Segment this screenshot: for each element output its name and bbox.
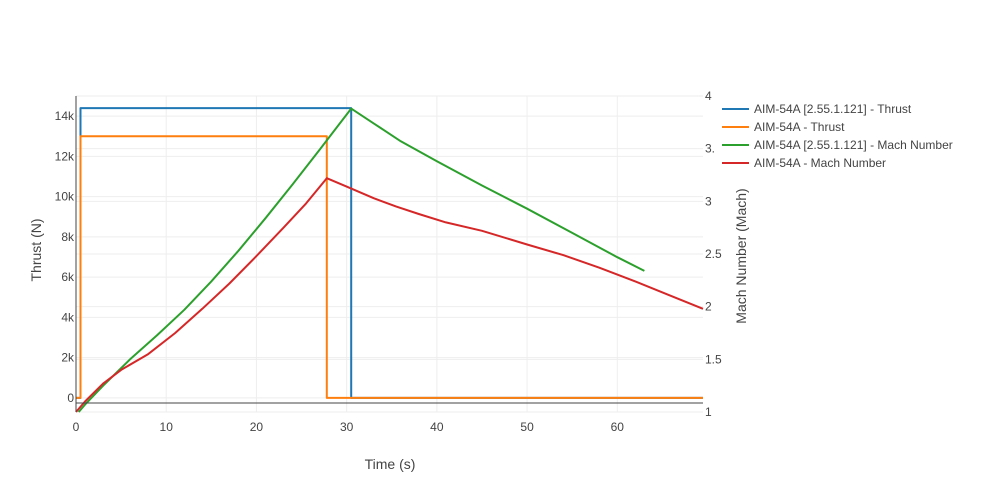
legend-item-1[interactable]: AIM-54A [2.55.1.121] - Thrust — [722, 102, 912, 116]
legend-item-4[interactable]: AIM-54A - Mach Number — [722, 156, 886, 170]
y-tick-label: 0 — [67, 391, 74, 405]
x-tick-label: 40 — [430, 420, 444, 434]
legend[interactable]: AIM-54A [2.55.1.121] - Thrust AIM-54A - T… — [722, 102, 953, 170]
y-axis-title: Thrust (N) — [28, 219, 44, 282]
y-tick-label: 8k — [61, 230, 75, 244]
legend-label: AIM-54A [2.55.1.121] - Thrust — [754, 102, 912, 116]
x-tick-label: 60 — [611, 420, 625, 434]
series-line-2 — [76, 135, 703, 399]
y2-tick-label: 1.5 — [705, 352, 722, 366]
y2-axis-title: Mach Number (Mach) — [733, 188, 749, 323]
y-tick-label: 10k — [55, 190, 75, 204]
x-axis-title: Time (s) — [365, 456, 416, 472]
x-tick-label: 10 — [160, 420, 174, 434]
y2-tick-label: 1 — [705, 405, 712, 419]
y-tick-label: 12k — [55, 149, 75, 163]
legend-label: AIM-54A - Mach Number — [754, 156, 886, 170]
series-line-4 — [75, 177, 704, 413]
x-tick-label: 50 — [520, 420, 534, 434]
y-tick-label: 2k — [61, 351, 75, 365]
tick-labels: 0 10 20 30 40 50 60 0 2k 4k 6k 8k 10k 12k 14k 1 1.5 2 2.5 3… — [55, 89, 722, 434]
series-lines — [75, 107, 704, 413]
y2-tick-label: 2 — [705, 300, 712, 314]
y2-tick-label: 3 — [705, 194, 712, 208]
y-tick-label: 14k — [55, 109, 75, 123]
x-tick-label: 30 — [340, 420, 354, 434]
series-line-3 — [77, 107, 645, 413]
legend-label: AIM-54A - Thrust — [754, 120, 845, 134]
legend-item-2[interactable]: AIM-54A - Thrust — [722, 120, 845, 134]
y-tick-label: 4k — [61, 310, 75, 324]
y2-tick-label: 2.5 — [705, 247, 722, 261]
y2-tick-label: 4 — [705, 89, 712, 103]
gridlines — [75, 95, 703, 413]
legend-label: AIM-54A [2.55.1.121] - Mach Number — [754, 138, 953, 152]
legend-item-3[interactable]: AIM-54A [2.55.1.121] - Mach Number — [722, 138, 953, 152]
axes — [75, 96, 703, 412]
y2-tick-label: 3. — [705, 142, 715, 156]
x-tick-label: 20 — [250, 420, 264, 434]
x-tick-label: 0 — [73, 420, 80, 434]
y-tick-label: 6k — [61, 270, 75, 284]
